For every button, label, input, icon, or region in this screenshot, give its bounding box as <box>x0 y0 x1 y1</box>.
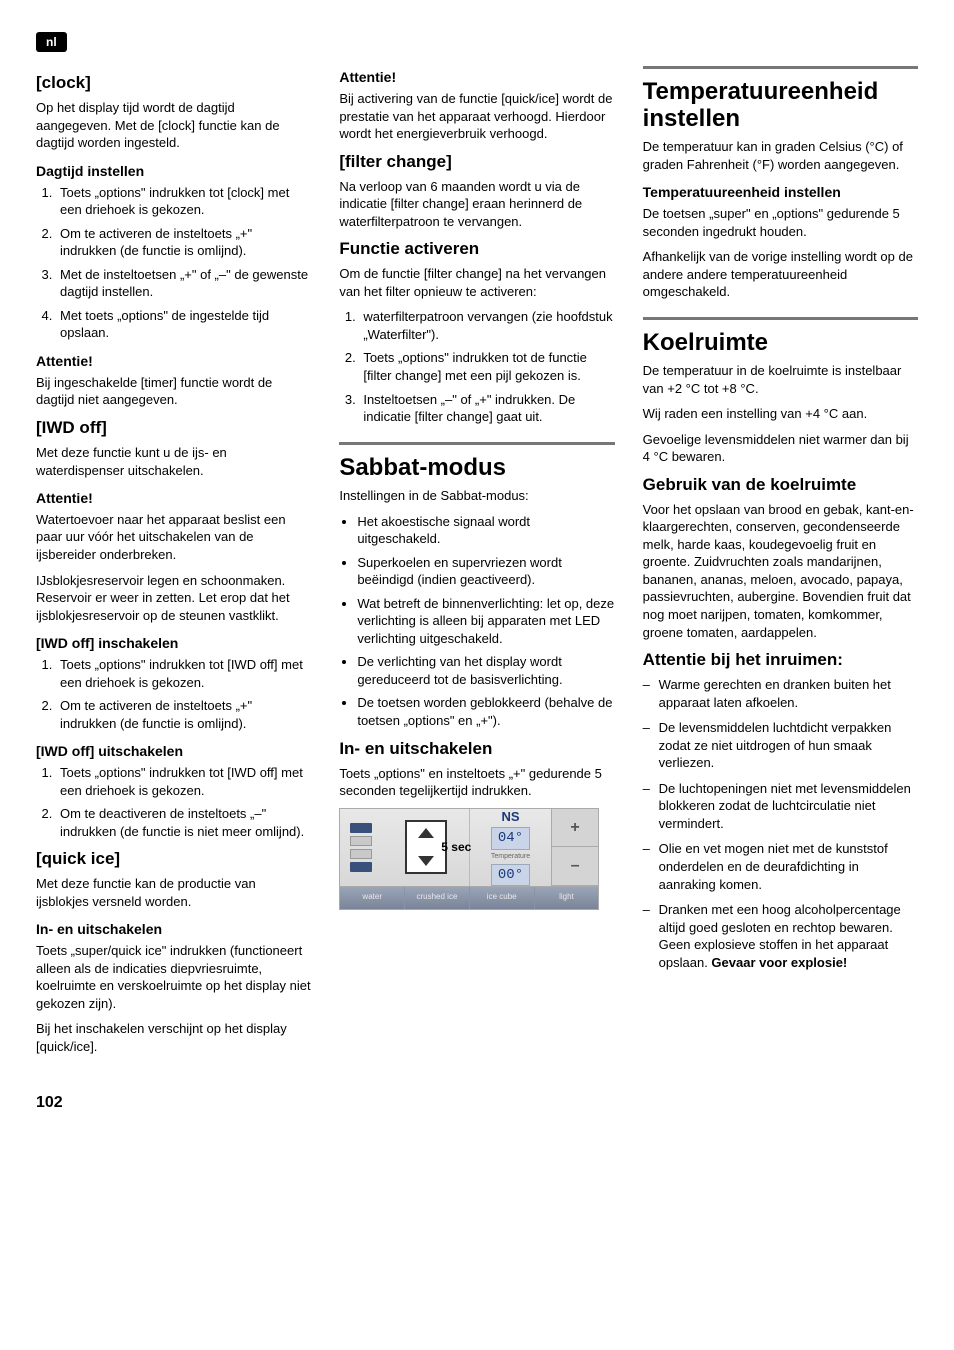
list-item: Toets „options" indrukken tot [IWD off] … <box>56 656 311 691</box>
plus-button-icon: + <box>551 809 599 848</box>
attention-heading: Attentie! <box>36 489 311 508</box>
clock-steps: Toets „options" indrukken tot [clock] me… <box>36 184 311 342</box>
iwd-intro: Met deze functie kunt u de ijs- en water… <box>36 444 311 479</box>
panel-top: 5 sec NS 04° Temperature 00° + – <box>340 809 598 887</box>
sabbat-intro: Instellingen in de Sabbat-modus: <box>339 487 614 505</box>
koel-attention-list: Warme gerechten en dranken buiten het ap… <box>643 676 918 971</box>
panel-bottom-label: crushed ice <box>405 887 470 909</box>
tempunit-text: Afhankelijk van de vorige instelling wor… <box>643 248 918 301</box>
panel-bottom-label: water <box>340 887 405 909</box>
panel-bottom-label: ice cube <box>470 887 535 909</box>
koel-use-heading: Gebruik van de koelruimte <box>643 474 918 497</box>
clock-set-heading: Dagtijd instellen <box>36 162 311 181</box>
quickice-heading: [quick ice] <box>36 848 311 871</box>
panel-btn-icon <box>350 823 372 833</box>
column-2: Attentie! Bij activering van de functie … <box>339 66 614 1063</box>
quickice-intro: Met deze functie kan de productie van ij… <box>36 875 311 910</box>
lang-badge: nl <box>36 32 67 52</box>
iwd-heading: [IWD off] <box>36 417 311 440</box>
attention-text: Bij ingeschakelde [timer] functie wordt … <box>36 374 311 409</box>
sabbat-toggle-heading: In- en uitschakelen <box>339 738 614 761</box>
list-item: De luchtopeningen niet met levensmiddele… <box>643 780 918 833</box>
attention-text: Watertoevoer naar het apparaat beslist e… <box>36 511 311 564</box>
list-item: Toets „options" indrukken tot [IWD off] … <box>56 764 311 799</box>
filter-text: Na verloop van 6 maanden wordt u via de … <box>339 178 614 231</box>
koel-attention-heading: Attentie bij het inruimen: <box>643 649 918 672</box>
attention-text: IJsblokjesreservoir legen en schoon­make… <box>36 572 311 625</box>
display-temp-2: 00° <box>491 864 530 887</box>
list-item: De verlichting van het display wordt ger… <box>357 653 614 688</box>
list-item: Om te deactiveren de insteltoets „–" ind… <box>56 805 311 840</box>
filter-heading: [filter change] <box>339 151 614 174</box>
list-item: De toetsen worden geblokkeerd (behalve d… <box>357 694 614 729</box>
panel-btn-icon <box>350 849 372 859</box>
column-3: Temperatuureen­heid instellen De tempera… <box>643 66 918 1063</box>
minus-button-icon: – <box>551 847 599 886</box>
columns: [clock] Op het display tijd wordt de dag… <box>36 66 918 1063</box>
list-item: Warme gerechten en dranken buiten het ap… <box>643 676 918 711</box>
sabbat-toggle-text: Toets „options" en insteltoets „+" gedur… <box>339 765 614 800</box>
clock-heading: [clock] <box>36 72 311 95</box>
activate-intro: Om de functie [filter change] na het ver… <box>339 265 614 300</box>
attention-text: Bij activering van de functie [quick/ice… <box>339 90 614 143</box>
panel-mid: 5 sec <box>382 809 469 886</box>
sabbat-list: Het akoestische signaal wordt uitgeschak… <box>339 513 614 730</box>
section-rule <box>339 442 614 445</box>
panel-btn-icon <box>350 862 372 872</box>
panel-left-buttons <box>340 809 382 886</box>
display-temp-1: 04° <box>491 827 530 850</box>
section-rule <box>643 317 918 320</box>
list-item: Olie en vet mogen niet met de kunststof … <box>643 840 918 893</box>
iwd-off-heading: [IWD off] uitschakelen <box>36 742 311 761</box>
list-item: Insteltoetsen „–" of „+" indrukken. De i… <box>359 391 614 426</box>
list-item: Superkoelen en supervriezen wordt beëind… <box>357 554 614 589</box>
list-item: Om te activeren de insteltoets „+" indru… <box>56 697 311 732</box>
column-1: [clock] Op het display tijd wordt de dag… <box>36 66 311 1063</box>
list-item: Met toets „options" de ingestelde tijd o… <box>56 307 311 342</box>
panel-bottom-row: water crushed ice ice cube light <box>340 887 598 909</box>
list-item: Wat betreft de binnenverlichting: let op… <box>357 595 614 648</box>
koel-text: Wij raden een instelling van +4 °C aan. <box>643 405 918 423</box>
list-item: Het akoestische signaal wordt uitgeschak… <box>357 513 614 548</box>
quickice-text: Bij het inschakelen verschijnt op het di… <box>36 1020 311 1055</box>
list-item: Dranken met een hoog alcohol­percentage … <box>643 901 918 971</box>
explosion-warning: Gevaar voor explosie! <box>711 955 847 970</box>
tempunit-sub: Temperatuureenheid instellen <box>643 183 918 202</box>
quickice-text: Toets „super/quick ice" indrukken (funct… <box>36 942 311 1012</box>
iwd-off-steps: Toets „options" indrukken tot [IWD off] … <box>36 764 311 840</box>
sabbat-heading: Sabbat-modus <box>339 455 614 481</box>
koel-use-text: Voor het opslaan van brood en gebak, kan… <box>643 501 918 641</box>
panel-display: NS 04° Temperature 00° <box>469 809 550 886</box>
control-panel-figure: 5 sec NS 04° Temperature 00° + – water c… <box>339 808 599 910</box>
panel-plusminus: + – <box>551 809 599 886</box>
activate-steps: waterfilterpatroon vervangen (zie hoofds… <box>339 308 614 425</box>
list-item: De levensmiddelen luchtdicht verpakken z… <box>643 719 918 772</box>
koel-heading: Koelruimte <box>643 330 918 356</box>
list-item: Toets „options" indrukken tot de functie… <box>359 349 614 384</box>
activate-heading: Functie activeren <box>339 238 614 261</box>
display-tiny-label: Temperature <box>491 852 530 861</box>
tempunit-heading: Temperatuureen­heid instellen <box>643 79 918 132</box>
tempunit-text: De temperatuur kan in graden Celsius (°C… <box>643 138 918 173</box>
koel-text: Gevoelige levensmiddelen niet warmer dan… <box>643 431 918 466</box>
page-number: 102 <box>36 1092 918 1114</box>
list-item: waterfilterpatroon vervangen (zie hoofds… <box>359 308 614 343</box>
list-item: Toets „options" indrukken tot [clock] me… <box>56 184 311 219</box>
iwd-on-steps: Toets „options" indrukken tot [IWD off] … <box>36 656 311 732</box>
list-item: Met de insteltoetsen „+" of „–" de gewen… <box>56 266 311 301</box>
tempunit-text: De toetsen „super" en „options" gedurend… <box>643 205 918 240</box>
clock-intro: Op het display tijd wordt de dagtijd aan… <box>36 99 311 152</box>
attention-heading: Attentie! <box>339 68 614 87</box>
hold-duration-label: 5 sec <box>441 839 471 855</box>
koel-text: De temperatuur in de koelruimte is inste… <box>643 362 918 397</box>
list-item: Om te activeren de insteltoets „+" indru… <box>56 225 311 260</box>
panel-bottom-label: light <box>535 887 599 909</box>
quickice-toggle-heading: In- en uitschakelen <box>36 920 311 939</box>
section-rule <box>643 66 918 69</box>
iwd-on-heading: [IWD off] inschakelen <box>36 634 311 653</box>
attention-heading: Attentie! <box>36 352 311 371</box>
display-ns-label: NS <box>501 808 519 826</box>
panel-btn-icon <box>350 836 372 846</box>
